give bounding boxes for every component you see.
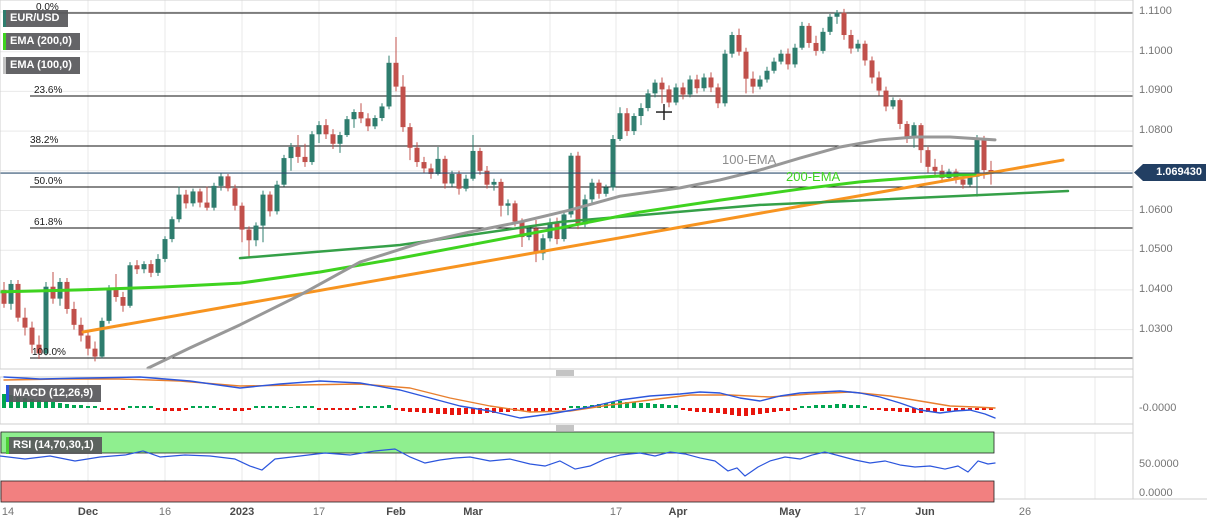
macd-label: MACD (12,26,9) <box>13 387 94 399</box>
x-tick: 14 <box>1 506 15 518</box>
symbol-label: EUR/USD <box>10 12 60 24</box>
price-axis-label: 1.0800 <box>1139 124 1173 136</box>
macd-legend[interactable]: MACD (12,26,9) <box>6 385 102 402</box>
price-axis-label: 1.0300 <box>1139 323 1173 335</box>
price-axis-label: 1.1000 <box>1139 45 1173 57</box>
rsi-axis-mid: 50.0000 <box>1139 458 1179 470</box>
x-tick: Jun <box>915 506 935 518</box>
rsi-accent-bar <box>6 437 9 454</box>
x-tick: Feb <box>386 506 406 518</box>
x-tick: 17 <box>609 506 623 518</box>
current-price-badge: 1.069430 <box>1134 164 1206 181</box>
price-axis-label: 1.1100 <box>1139 5 1172 17</box>
x-tick: 16 <box>158 506 172 518</box>
ema200-accent-bar <box>3 33 6 50</box>
x-tick: 17 <box>312 506 326 518</box>
x-tick: 2023 <box>229 506 255 518</box>
fib-label-618: 61.8% <box>34 217 63 228</box>
ema200-label: EMA (200,0) <box>10 35 72 47</box>
price-axis-label: 1.0500 <box>1139 243 1173 255</box>
x-tick: Mar <box>463 506 483 518</box>
rsi-axis-low: 0.0000 <box>1139 487 1173 499</box>
ema100-annotation: 100-EMA <box>722 152 777 167</box>
ema100-legend[interactable]: EMA (100,0) <box>3 57 80 74</box>
ema200-legend[interactable]: EMA (200,0) <box>3 33 80 50</box>
fib-label-0: 0.0% <box>36 2 59 13</box>
ema200-annotation: 200-EMA <box>786 169 841 184</box>
price-axis-label: 1.0900 <box>1139 84 1173 96</box>
fib-label-100: 100.0% <box>32 347 66 358</box>
ema100-label: EMA (100,0) <box>10 59 72 71</box>
x-tick: 26 <box>1018 506 1032 518</box>
rsi-label: RSI (14,70,30,1) <box>13 439 94 451</box>
macd-accent-bar <box>6 385 9 402</box>
symbol-accent-bar <box>3 10 6 27</box>
x-tick: 17 <box>853 506 867 518</box>
macd-axis-value: -0.0000 <box>1139 402 1177 414</box>
ema100-accent-bar <box>3 57 6 74</box>
fib-label-236: 23.6% <box>34 85 63 96</box>
rsi-legend[interactable]: RSI (14,70,30,1) <box>6 437 102 454</box>
price-axis-label: 1.0600 <box>1139 204 1173 216</box>
x-tick: Apr <box>668 506 688 518</box>
price-axis-label: 1.0400 <box>1139 283 1173 295</box>
symbol-legend[interactable]: EUR/USD <box>3 10 68 27</box>
fib-label-50: 50.0% <box>34 176 63 187</box>
x-tick: May <box>779 506 801 518</box>
x-tick: Dec <box>77 506 99 518</box>
fib-label-382: 38.2% <box>30 135 59 146</box>
